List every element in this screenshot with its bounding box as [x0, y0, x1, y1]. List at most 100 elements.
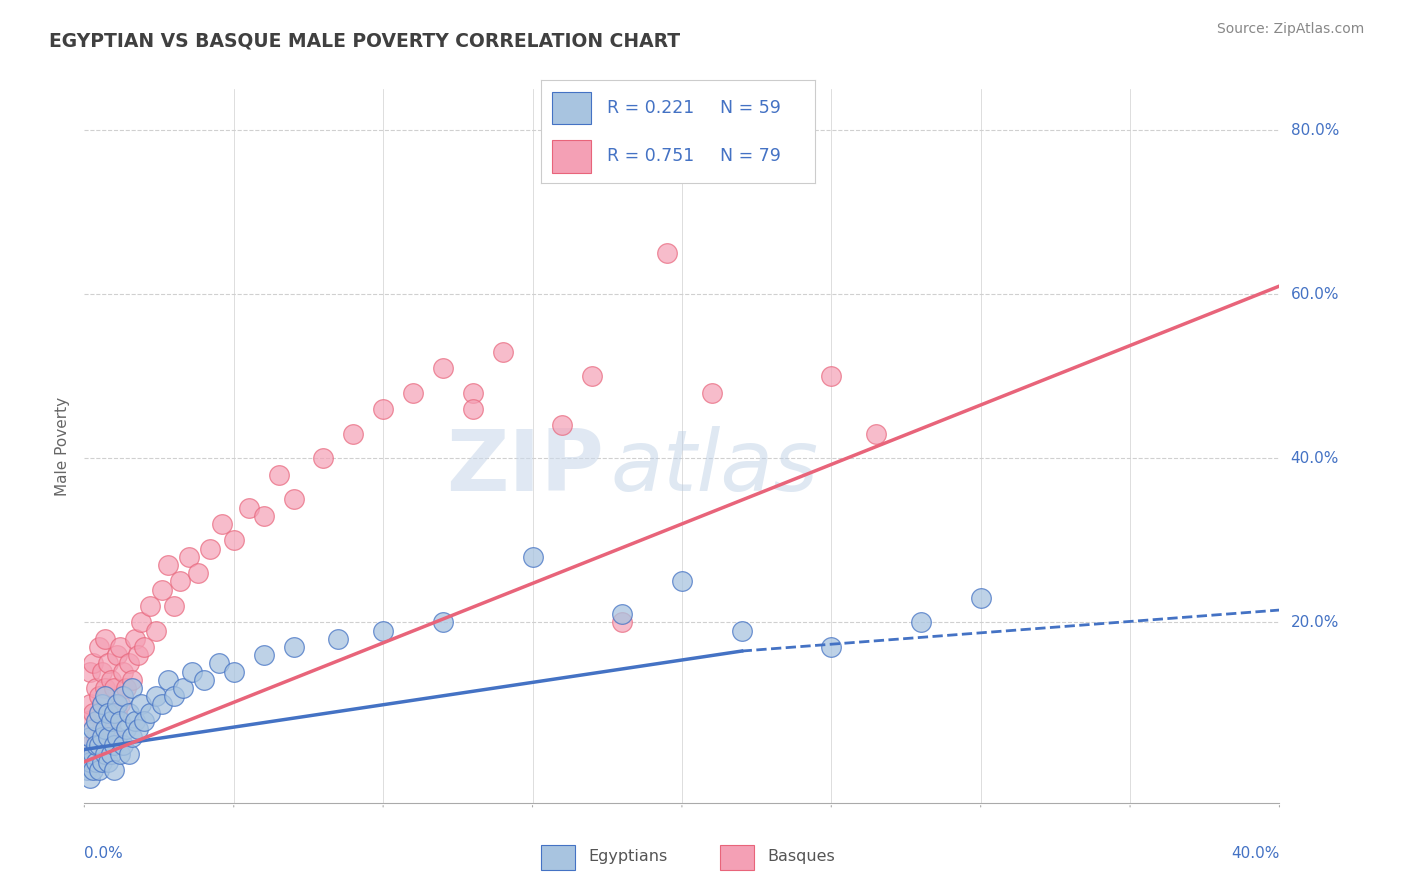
Point: [124, 714, 146, 728]
Point: [612, 607, 634, 622]
Point: [115, 681, 138, 695]
Point: [100, 714, 122, 728]
Point: [91, 665, 114, 679]
Point: [157, 673, 180, 687]
Text: 80.0%: 80.0%: [1291, 123, 1339, 137]
Text: 40.0%: 40.0%: [1291, 450, 1339, 466]
Point: [139, 599, 162, 613]
Point: [79, 698, 101, 712]
Text: ZIP: ZIP: [447, 425, 605, 509]
Point: [105, 706, 128, 720]
Point: [655, 246, 678, 260]
Point: [118, 706, 141, 720]
Point: [82, 657, 104, 671]
Point: [97, 714, 120, 728]
Point: [91, 730, 114, 744]
Text: Basques: Basques: [768, 849, 835, 863]
Point: [910, 615, 932, 630]
Point: [581, 369, 603, 384]
Point: [89, 739, 111, 753]
Point: [145, 689, 167, 703]
Point: [222, 533, 245, 548]
Point: [283, 492, 305, 507]
Point: [432, 361, 454, 376]
Bar: [553, 92, 591, 124]
Text: Source: ZipAtlas.com: Source: ZipAtlas.com: [1216, 22, 1364, 37]
Point: [820, 640, 842, 654]
Point: [139, 706, 162, 720]
Point: [86, 755, 108, 769]
Point: [671, 574, 693, 589]
Text: R = 0.221: R = 0.221: [607, 99, 695, 117]
Point: [118, 747, 141, 761]
Point: [211, 516, 233, 531]
Point: [253, 508, 276, 523]
Point: [103, 730, 125, 744]
Point: [283, 640, 305, 654]
Point: [238, 500, 260, 515]
Text: N = 59: N = 59: [720, 99, 780, 117]
Point: [169, 574, 191, 589]
Point: [129, 615, 152, 630]
Point: [94, 722, 117, 736]
Point: [522, 549, 544, 564]
Text: Egyptians: Egyptians: [588, 849, 668, 863]
Text: 0.0%: 0.0%: [84, 846, 124, 861]
Point: [105, 698, 128, 712]
Point: [94, 730, 117, 744]
Point: [402, 385, 425, 400]
Point: [222, 665, 245, 679]
Point: [700, 385, 723, 400]
Point: [118, 657, 141, 671]
Point: [432, 615, 454, 630]
Point: [86, 730, 108, 744]
Point: [79, 739, 101, 753]
Y-axis label: Male Poverty: Male Poverty: [55, 396, 70, 496]
Point: [89, 689, 111, 703]
Point: [132, 640, 156, 654]
Point: [970, 591, 993, 605]
Point: [110, 747, 132, 761]
Point: [110, 640, 132, 654]
Point: [492, 344, 515, 359]
Point: [97, 730, 120, 744]
Text: atlas: atlas: [610, 425, 818, 509]
Point: [551, 418, 574, 433]
Point: [100, 722, 122, 736]
Point: [76, 763, 98, 777]
Point: [86, 739, 108, 753]
Point: [76, 747, 98, 761]
Point: [86, 714, 108, 728]
Text: R = 0.751: R = 0.751: [607, 147, 695, 165]
Point: [112, 739, 135, 753]
Point: [97, 657, 120, 671]
Point: [208, 657, 231, 671]
Point: [612, 615, 634, 630]
Point: [865, 426, 887, 441]
Point: [163, 599, 186, 613]
Point: [121, 730, 143, 744]
Point: [110, 714, 132, 728]
Text: 40.0%: 40.0%: [1232, 846, 1279, 861]
Point: [127, 648, 149, 662]
Text: 20.0%: 20.0%: [1291, 615, 1339, 630]
Point: [193, 673, 215, 687]
Point: [103, 763, 125, 777]
Point: [187, 566, 209, 581]
Point: [112, 689, 135, 703]
Point: [124, 632, 146, 646]
Point: [94, 689, 117, 703]
Point: [177, 549, 200, 564]
Point: [121, 673, 143, 687]
Point: [94, 632, 117, 646]
Point: [461, 385, 484, 400]
Point: [105, 730, 128, 744]
Point: [89, 640, 111, 654]
Point: [145, 624, 167, 638]
Point: [82, 747, 104, 761]
Point: [79, 771, 101, 785]
Point: [79, 755, 101, 769]
Point: [100, 747, 122, 761]
Point: [129, 698, 152, 712]
Point: [115, 722, 138, 736]
